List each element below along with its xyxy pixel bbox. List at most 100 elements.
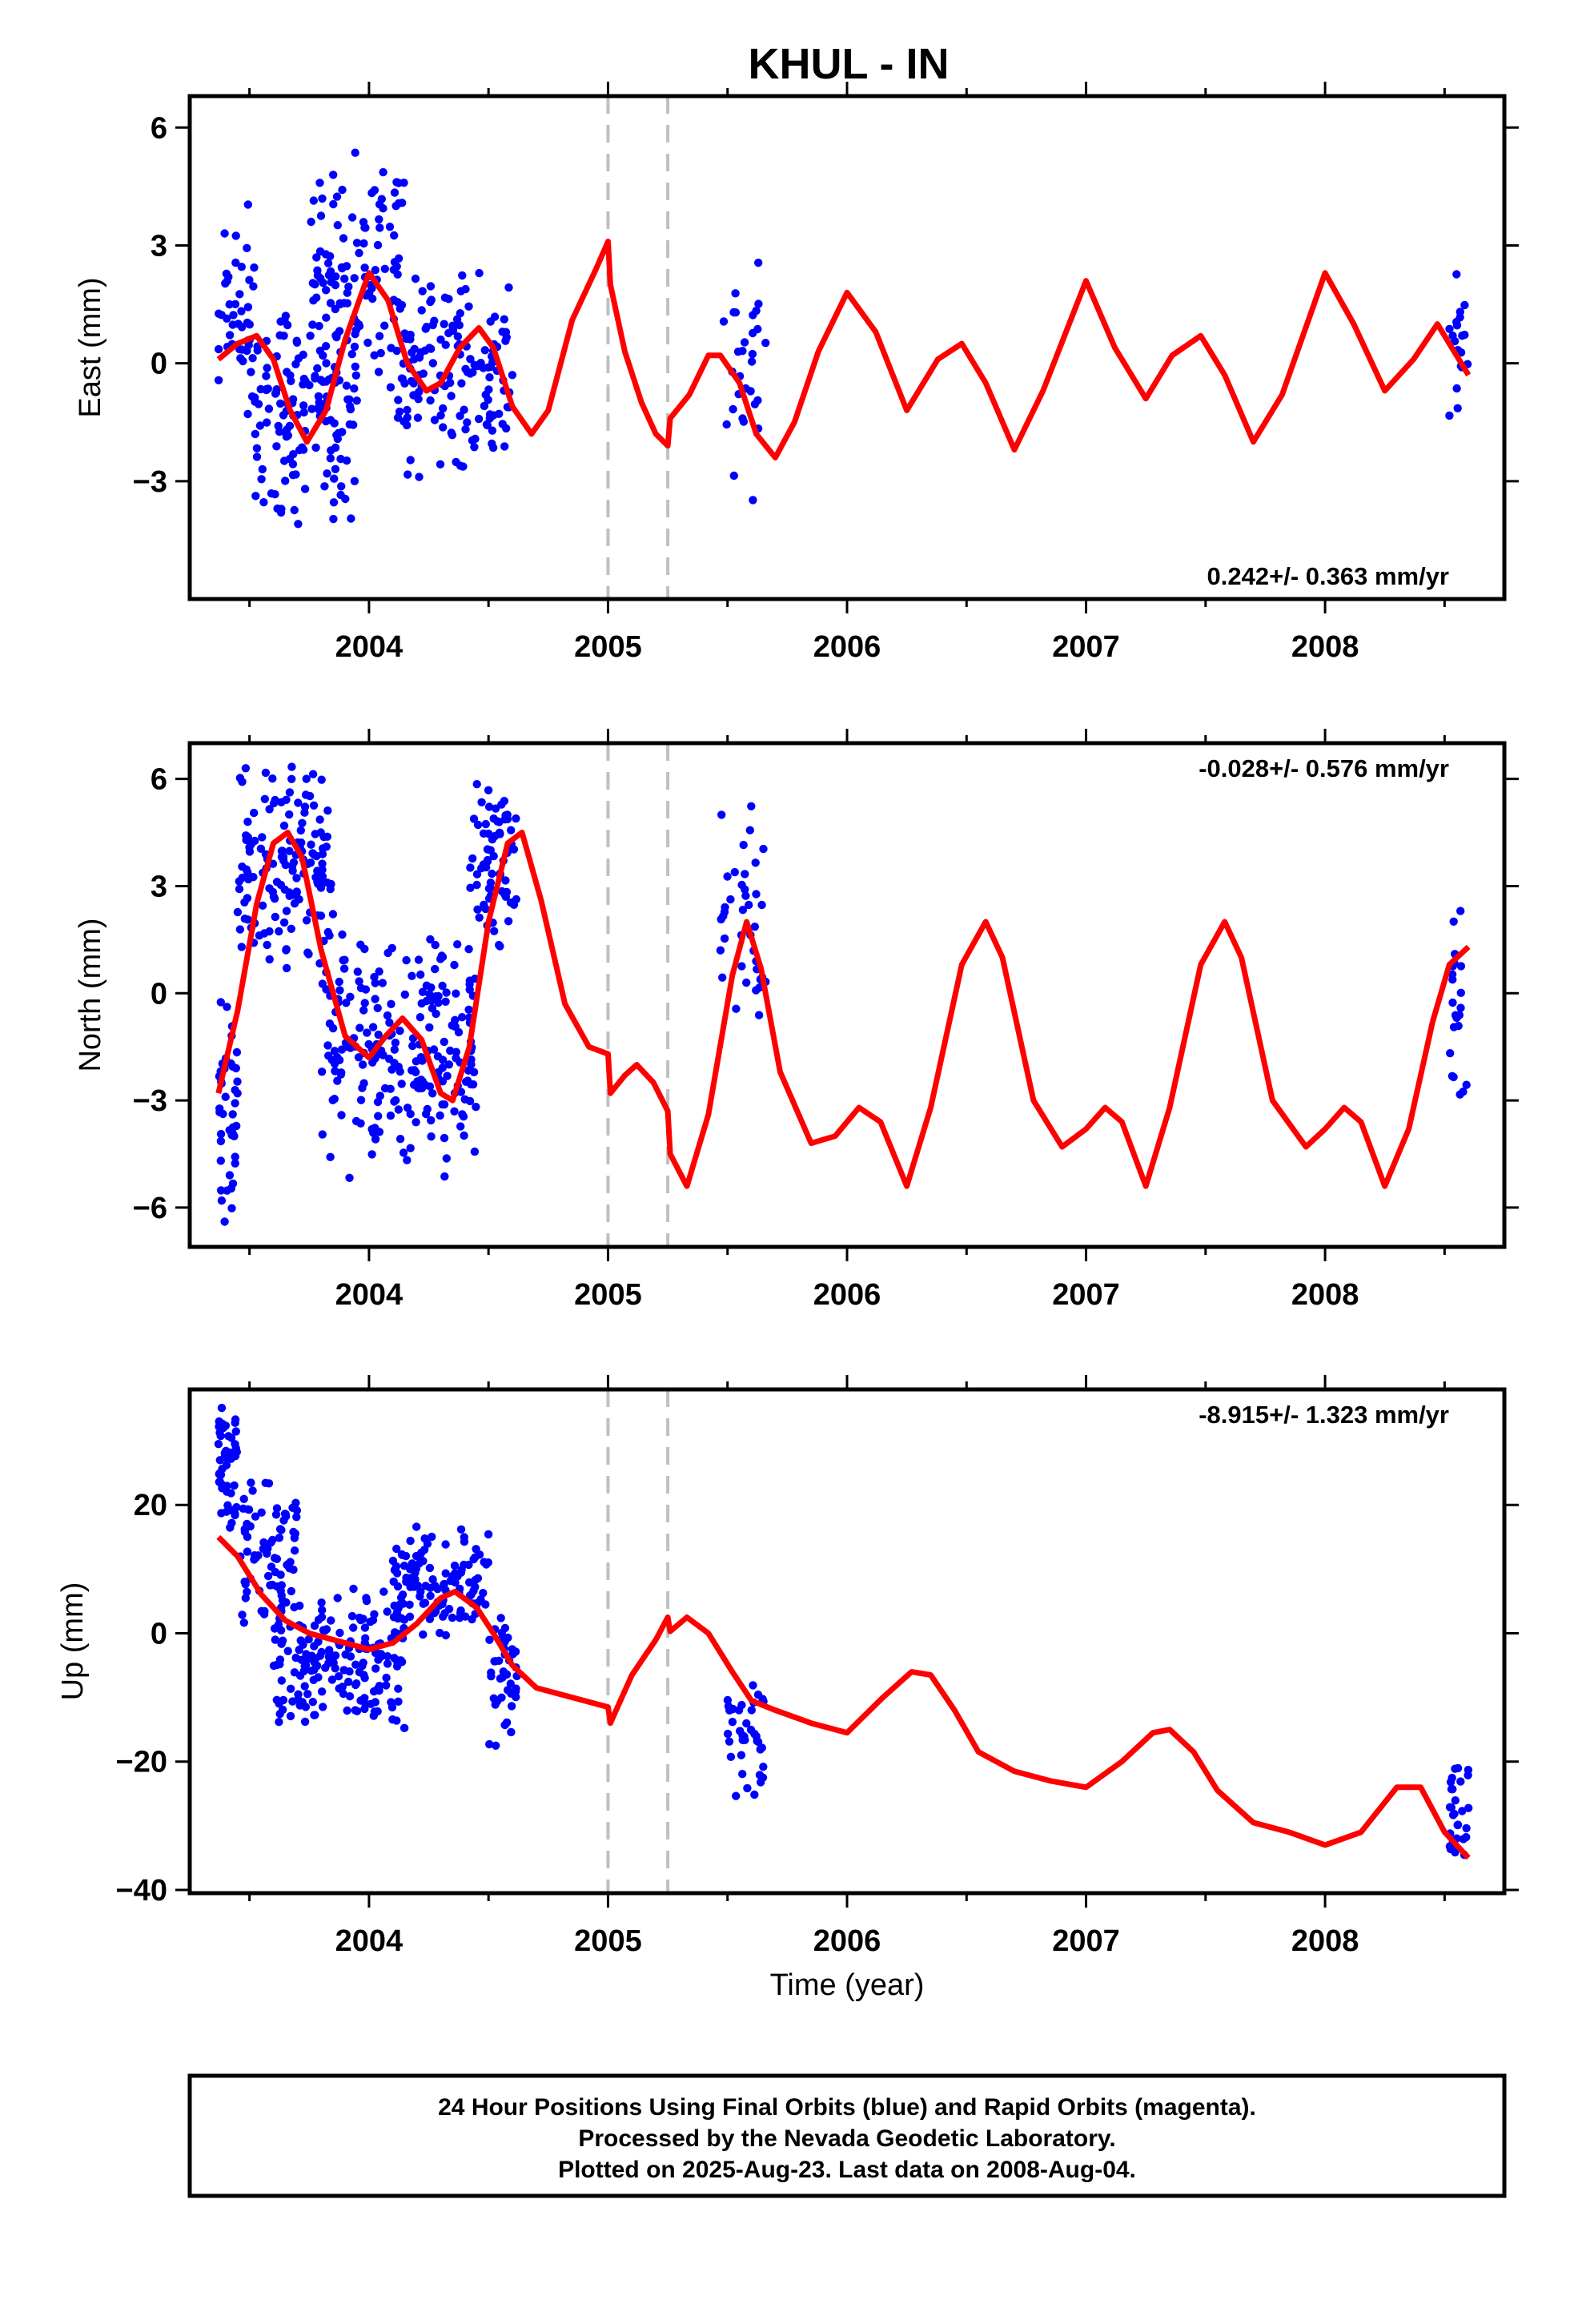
data-point <box>1456 988 1466 998</box>
data-point <box>265 805 274 814</box>
data-point <box>221 1451 230 1460</box>
data-point <box>486 846 495 854</box>
data-point <box>418 287 427 296</box>
data-point <box>749 1681 757 1690</box>
y-tick-label: 3 <box>151 229 167 263</box>
data-point <box>440 1172 449 1181</box>
data-point <box>741 891 750 900</box>
data-point <box>509 900 519 910</box>
data-point <box>1456 907 1465 915</box>
data-point <box>729 308 738 317</box>
data-point <box>379 1587 388 1596</box>
data-point <box>1454 1021 1463 1031</box>
data-point <box>329 514 338 524</box>
data-point <box>242 835 251 845</box>
data-point <box>473 905 482 914</box>
data-point <box>485 1635 494 1644</box>
data-point <box>411 274 420 283</box>
data-point <box>371 1664 380 1673</box>
data-point <box>386 1111 396 1120</box>
data-point <box>459 1112 468 1121</box>
data-point <box>413 1084 423 1092</box>
data-point <box>390 231 399 240</box>
data-point <box>497 1693 506 1702</box>
data-point <box>252 444 262 452</box>
data-point <box>426 396 435 405</box>
data-point <box>282 963 291 973</box>
data-point <box>739 840 748 850</box>
data-point <box>415 352 424 361</box>
model-curve <box>215 830 1471 1189</box>
data-point <box>289 1565 298 1574</box>
data-point <box>337 263 347 271</box>
data-point <box>235 774 245 782</box>
data-point <box>397 1550 407 1559</box>
data-point <box>346 992 355 1002</box>
data-point <box>333 1594 342 1602</box>
data-point <box>473 1574 483 1583</box>
data-point <box>754 258 763 267</box>
data-point <box>373 1684 383 1693</box>
data-point <box>315 346 325 356</box>
data-point <box>338 428 347 436</box>
data-point <box>292 1513 301 1522</box>
data-point <box>326 454 335 463</box>
data-point <box>307 217 315 227</box>
data-point <box>1445 324 1454 333</box>
data-point <box>718 973 727 982</box>
data-point <box>473 820 483 830</box>
data-point <box>472 880 481 890</box>
data-point <box>299 350 307 360</box>
data-point <box>255 421 265 430</box>
data-point <box>215 309 223 318</box>
data-point <box>498 1673 507 1682</box>
data-point <box>330 1095 339 1104</box>
data-point <box>308 320 317 329</box>
data-point <box>231 1509 239 1518</box>
data-point <box>438 1055 448 1064</box>
data-point <box>426 935 435 944</box>
data-point <box>326 1152 335 1162</box>
data-point <box>492 1741 500 1750</box>
data-point <box>434 991 443 1001</box>
data-point <box>747 802 756 810</box>
data-point <box>380 264 389 273</box>
data-point <box>450 1107 459 1116</box>
data-point <box>321 1663 330 1672</box>
data-point <box>753 324 762 334</box>
x-tick-label: 2008 <box>1291 1278 1359 1312</box>
data-point <box>387 1703 397 1712</box>
data-point <box>375 1128 384 1136</box>
data-point <box>356 940 365 949</box>
data-point <box>447 392 456 400</box>
data-point <box>258 833 267 842</box>
data-point <box>279 332 288 340</box>
data-point <box>215 1478 224 1486</box>
data-point <box>252 452 262 461</box>
data-point <box>331 272 340 281</box>
data-point <box>446 1576 455 1586</box>
data-point <box>396 1614 406 1622</box>
data-point <box>323 469 331 478</box>
data-point <box>243 894 252 903</box>
data-point <box>339 955 347 965</box>
data-point <box>342 381 351 390</box>
data-point <box>230 1132 239 1141</box>
data-point <box>367 1150 376 1159</box>
data-point <box>274 421 283 431</box>
data-point <box>439 423 448 432</box>
data-point <box>1452 1013 1461 1023</box>
data-point <box>475 268 484 278</box>
data-point <box>257 1606 266 1616</box>
data-point <box>729 404 737 414</box>
y-tick-label: −3 <box>133 1084 167 1118</box>
data-point <box>1452 317 1461 327</box>
data-point <box>285 846 294 855</box>
data-point <box>380 1084 390 1093</box>
data-point <box>275 1534 284 1542</box>
data-point <box>225 300 234 309</box>
data-point <box>272 1695 281 1704</box>
data-point <box>377 195 386 203</box>
data-point <box>250 808 259 818</box>
data-point <box>400 990 409 999</box>
